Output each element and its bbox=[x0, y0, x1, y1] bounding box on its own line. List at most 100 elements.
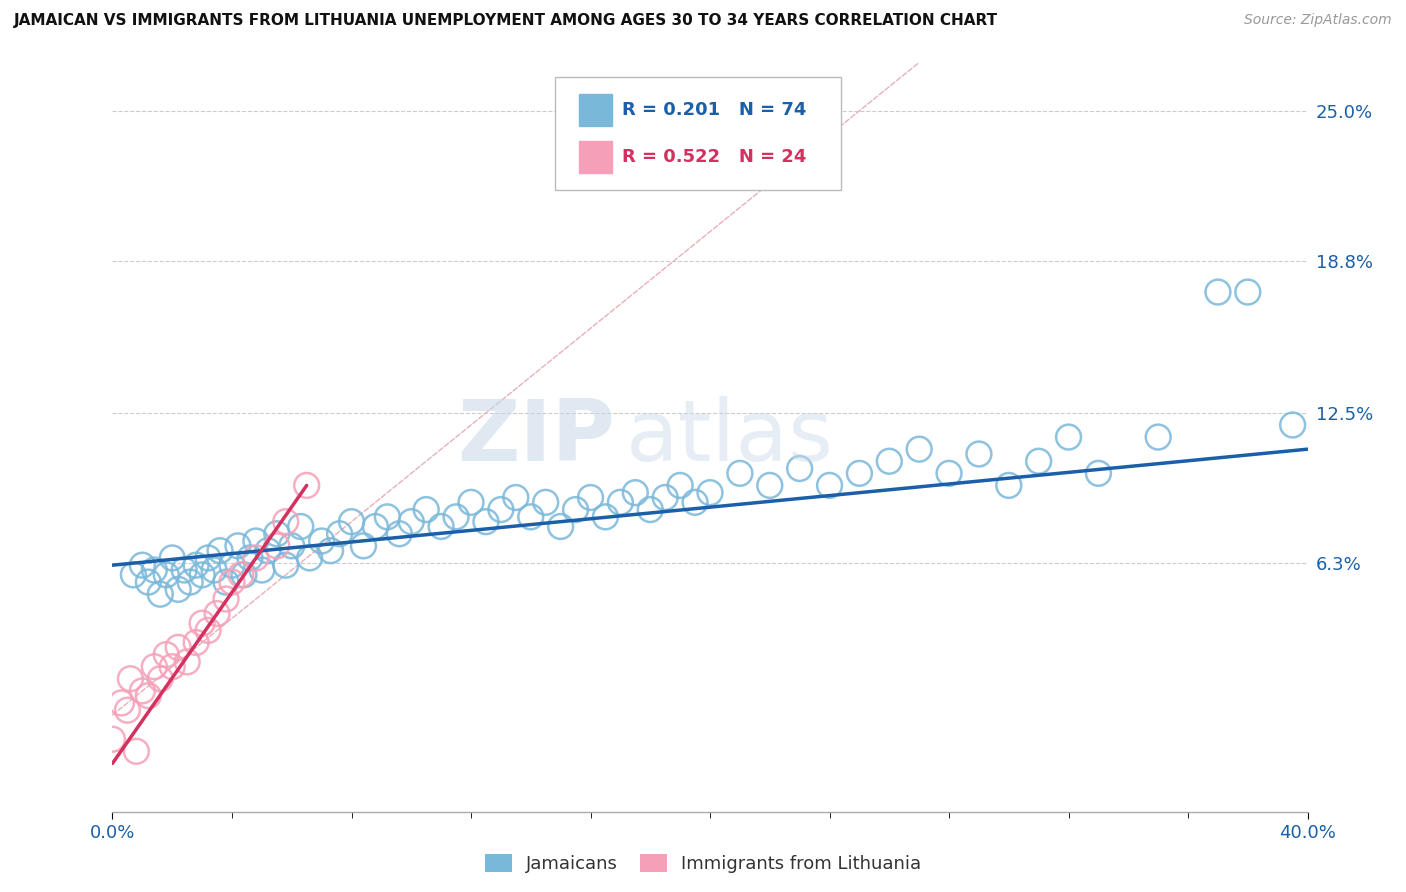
Point bbox=[1206, 285, 1229, 299]
Point bbox=[319, 543, 342, 558]
Point bbox=[1057, 430, 1080, 444]
Point bbox=[226, 539, 249, 553]
Point bbox=[1281, 417, 1303, 432]
Point bbox=[908, 442, 931, 457]
Point bbox=[257, 543, 280, 558]
Point bbox=[388, 526, 411, 541]
Point bbox=[101, 732, 124, 747]
Point bbox=[848, 467, 870, 481]
Point bbox=[353, 539, 375, 553]
Point bbox=[266, 539, 288, 553]
Text: JAMAICAN VS IMMIGRANTS FROM LITHUANIA UNEMPLOYMENT AMONG AGES 30 TO 34 YEARS COR: JAMAICAN VS IMMIGRANTS FROM LITHUANIA UN… bbox=[14, 13, 998, 29]
Point bbox=[401, 515, 423, 529]
Point bbox=[138, 689, 160, 703]
Point bbox=[138, 575, 160, 590]
Point bbox=[1087, 467, 1109, 481]
Point bbox=[131, 558, 153, 573]
Point bbox=[274, 515, 297, 529]
Point bbox=[444, 509, 467, 524]
Point bbox=[149, 672, 172, 686]
Point bbox=[295, 478, 318, 492]
Point bbox=[239, 550, 262, 565]
Point bbox=[191, 567, 214, 582]
Point bbox=[125, 744, 148, 758]
Point bbox=[1237, 285, 1260, 299]
FancyBboxPatch shape bbox=[579, 141, 612, 172]
Point bbox=[173, 563, 195, 577]
Point bbox=[579, 491, 602, 505]
Point bbox=[143, 563, 166, 577]
Point bbox=[191, 616, 214, 631]
Point bbox=[505, 491, 527, 505]
Point bbox=[176, 655, 198, 669]
Text: R = 0.201   N = 74: R = 0.201 N = 74 bbox=[621, 101, 806, 120]
Point bbox=[205, 607, 228, 621]
Point bbox=[475, 515, 498, 529]
Point bbox=[186, 558, 208, 573]
Point bbox=[669, 478, 692, 492]
Point bbox=[245, 550, 267, 565]
Point bbox=[274, 558, 297, 573]
Point bbox=[520, 509, 543, 524]
Point bbox=[624, 485, 647, 500]
Point bbox=[155, 567, 177, 582]
Point bbox=[654, 491, 676, 505]
Point bbox=[534, 495, 557, 509]
Point bbox=[167, 582, 190, 597]
Point bbox=[489, 502, 512, 516]
Point bbox=[728, 467, 751, 481]
Point bbox=[290, 519, 312, 533]
Point bbox=[245, 534, 267, 549]
Point bbox=[364, 519, 387, 533]
Point bbox=[430, 519, 453, 533]
Point bbox=[818, 478, 841, 492]
Point bbox=[340, 515, 363, 529]
Point bbox=[266, 526, 288, 541]
FancyBboxPatch shape bbox=[579, 95, 612, 126]
Point bbox=[329, 526, 352, 541]
Point bbox=[162, 550, 183, 565]
Point bbox=[298, 550, 321, 565]
Point bbox=[640, 502, 662, 516]
Point bbox=[377, 509, 399, 524]
Point bbox=[595, 509, 617, 524]
Point bbox=[1147, 430, 1170, 444]
Point bbox=[1028, 454, 1050, 468]
Point bbox=[759, 478, 782, 492]
Point bbox=[460, 495, 482, 509]
Point bbox=[202, 563, 225, 577]
Point bbox=[197, 550, 219, 565]
Point bbox=[699, 485, 721, 500]
Point bbox=[250, 563, 273, 577]
Point bbox=[120, 672, 142, 686]
Point bbox=[215, 575, 238, 590]
Legend: Jamaicans, Immigrants from Lithuania: Jamaicans, Immigrants from Lithuania bbox=[479, 849, 927, 879]
Point bbox=[117, 703, 139, 717]
Text: R = 0.522   N = 24: R = 0.522 N = 24 bbox=[621, 148, 806, 166]
Point bbox=[197, 624, 219, 638]
Point bbox=[221, 575, 243, 590]
Point bbox=[131, 684, 153, 698]
Point bbox=[162, 659, 183, 673]
Point bbox=[550, 519, 572, 533]
Point bbox=[281, 539, 304, 553]
Point bbox=[998, 478, 1021, 492]
Point bbox=[415, 502, 437, 516]
FancyBboxPatch shape bbox=[554, 78, 842, 190]
Point bbox=[149, 587, 172, 601]
Point bbox=[110, 696, 132, 710]
Point bbox=[311, 534, 333, 549]
Point bbox=[233, 567, 256, 582]
Text: Source: ZipAtlas.com: Source: ZipAtlas.com bbox=[1244, 13, 1392, 28]
Text: ZIP: ZIP bbox=[457, 395, 614, 479]
Point bbox=[683, 495, 706, 509]
Point bbox=[186, 635, 208, 649]
Point bbox=[155, 648, 177, 662]
Point bbox=[167, 640, 190, 655]
Point bbox=[789, 461, 811, 475]
Point bbox=[879, 454, 901, 468]
Point bbox=[143, 659, 166, 673]
Point bbox=[564, 502, 586, 516]
Text: atlas: atlas bbox=[627, 395, 834, 479]
Point bbox=[229, 567, 252, 582]
